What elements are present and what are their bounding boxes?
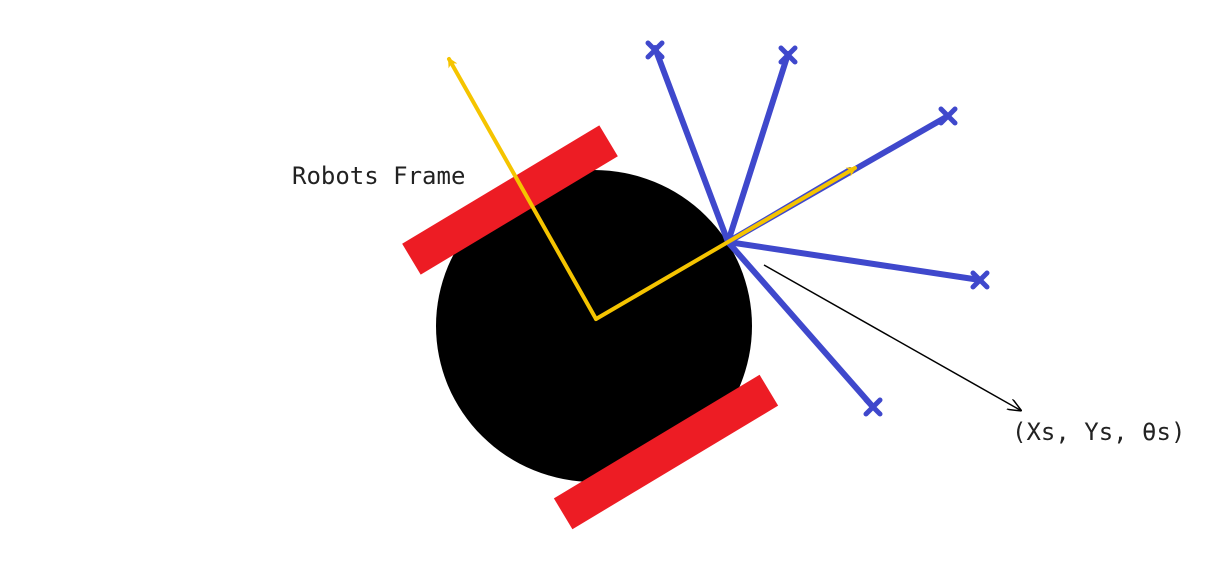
sensor-ray — [725, 239, 876, 410]
robot-frame-axes — [447, 57, 857, 321]
hit-marker-icon — [938, 106, 958, 126]
hit-marker-icon — [863, 397, 883, 417]
hit-marker-icon — [778, 45, 798, 65]
robot-frame-x-axis — [594, 166, 857, 321]
left-wheel — [402, 125, 618, 275]
sensor-ray — [725, 239, 983, 283]
hit-marker-icon — [645, 40, 665, 60]
robot-body — [436, 170, 752, 482]
right-wheel — [553, 374, 779, 530]
robot-frame-label: Robots Frame — [292, 162, 465, 190]
sensor-pose-label: (Xs, Ys, θs) — [1012, 418, 1185, 446]
robot-frame-y-axis — [447, 57, 598, 321]
sensor-ray — [725, 51, 791, 245]
sensor-ray — [652, 45, 731, 245]
sensor-pose-leader-arrow — [763, 264, 1020, 410]
hit-marker-icon — [970, 270, 990, 290]
sensor-hit-markers — [645, 40, 990, 417]
